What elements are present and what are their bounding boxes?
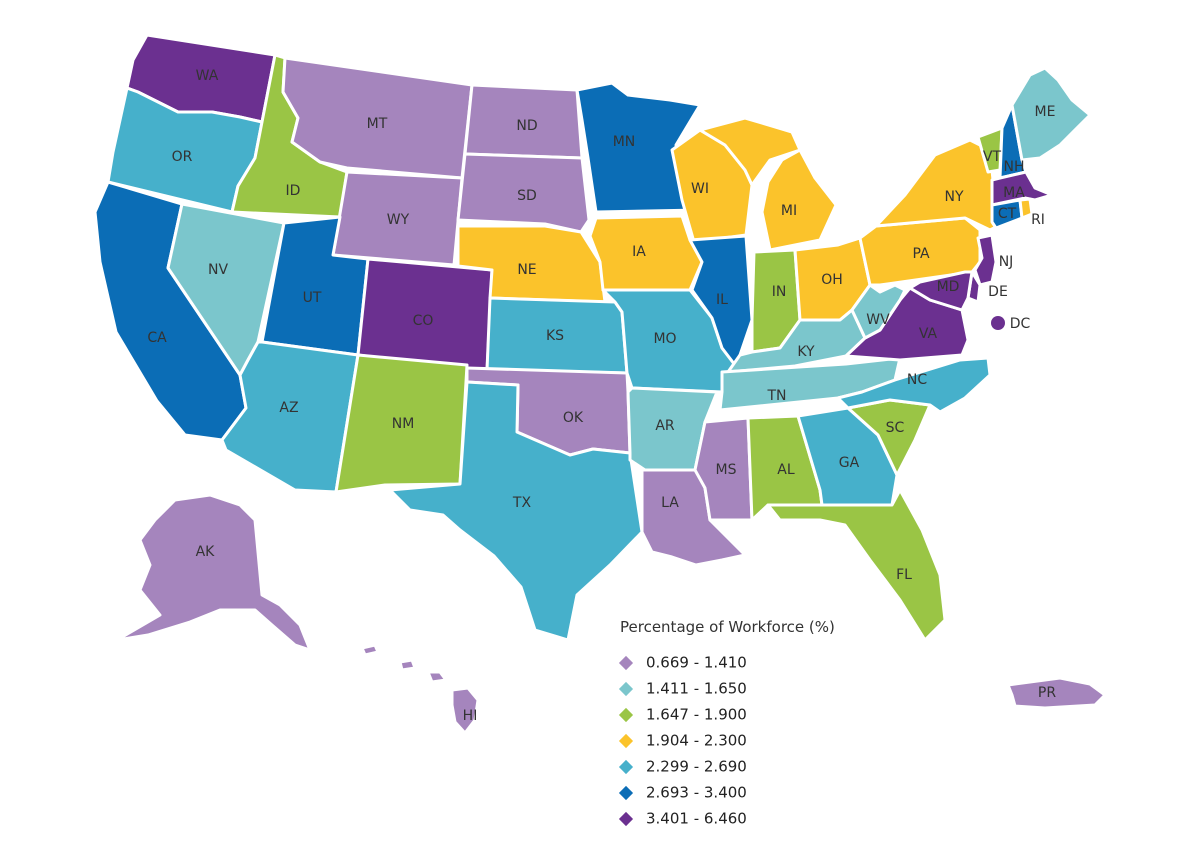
state-label-ut: UT [303,290,322,306]
state-label-mi: MI [781,203,797,219]
state-il[interactable] [688,234,754,367]
legend-label: 0.669 - 1.410 [646,654,747,672]
state-label-sd: SD [517,188,537,204]
state-label-ar: AR [655,418,675,434]
legend: Percentage of Workforce (%) 0.669 - 1.41… [618,618,835,828]
state-label-or: OR [172,149,193,165]
state-label-tx: TX [512,495,532,511]
legend-swatch [618,655,634,671]
state-nm[interactable] [334,353,469,494]
state-label-wv: WV [866,312,890,328]
state-label-md: MD [937,279,960,295]
legend-swatch [618,733,634,749]
legend-item: 0.669 - 1.410 [618,654,747,672]
state-label-mt: MT [367,116,388,132]
state-label-in: IN [772,284,787,300]
state-label-ct: CT [998,206,1017,222]
state-label-nc: NC [907,372,927,388]
state-label-va: VA [919,326,938,342]
state-label-ne: NE [517,262,536,278]
state-label-dc: DC [1010,316,1031,332]
state-label-de: DE [988,284,1008,300]
state-label-ms: MS [716,462,737,478]
state-mi[interactable] [698,116,838,252]
state-tx[interactable] [388,380,644,642]
state-label-nj: NJ [999,254,1014,270]
state-ia[interactable] [588,214,704,292]
state-label-ky: KY [797,344,815,360]
state-label-mn: MN [613,134,636,150]
state-label-vt: VT [983,149,1002,165]
state-label-mo: MO [653,331,676,347]
state-label-ks: KS [546,328,564,344]
state-label-nm: NM [392,416,415,432]
state-label-wi: WI [691,181,709,197]
state-label-pa: PA [912,246,930,262]
legend-title: Percentage of Workforce (%) [620,618,835,636]
state-label-ak: AK [196,544,216,560]
state-label-nd: ND [516,118,537,134]
state-label-az: AZ [279,400,298,416]
state-hi[interactable] [360,643,480,735]
legend-swatch [618,785,634,801]
state-label-ok: OK [563,410,584,426]
state-nj[interactable] [973,233,998,287]
state-dc[interactable] [991,316,1005,330]
state-label-il: IL [716,292,728,308]
state-label-id: ID [286,183,301,199]
state-label-ny: NY [944,189,963,205]
state-label-al: AL [777,462,795,478]
state-md[interactable] [903,270,974,312]
state-ak[interactable] [115,493,312,652]
state-nh[interactable] [998,103,1028,180]
legend-label: 1.647 - 1.900 [646,706,747,724]
legend-swatch [618,811,634,827]
legend-item: 3.401 - 6.460 [618,810,747,828]
state-label-wy: WY [387,212,410,228]
state-label-sc: SC [886,420,905,436]
legend-label: 2.693 - 3.400 [646,784,747,802]
state-label-wa: WA [196,68,219,84]
state-label-tn: TN [766,388,786,404]
state-label-ca: CA [147,330,167,346]
state-label-oh: OH [821,272,843,288]
legend-label: 3.401 - 6.460 [646,810,747,828]
state-label-nh: NH [1004,159,1025,175]
state-fl[interactable] [766,488,947,642]
legend-item: 1.647 - 1.900 [618,706,747,724]
state-ri[interactable] [1018,197,1034,220]
state-pr[interactable] [1006,676,1107,710]
state-label-ga: GA [839,455,860,471]
state-label-ia: IA [632,244,646,260]
state-label-me: ME [1035,104,1056,120]
legend-swatch [618,707,634,723]
legend-item: 2.693 - 3.400 [618,784,747,802]
legend-item: 1.411 - 1.650 [618,680,747,698]
state-label-co: CO [413,313,434,329]
legend-label: 1.904 - 2.300 [646,732,747,750]
state-nc[interactable] [836,356,992,414]
state-me[interactable] [1010,66,1092,162]
legend-swatch [618,759,634,775]
state-ct[interactable] [990,198,1024,230]
state-label-la: LA [661,495,679,511]
legend-item: 1.904 - 2.300 [618,732,747,750]
state-label-nv: NV [208,262,228,278]
legend-swatch [618,681,634,697]
state-labels-layer: WA OR CA ID NV MT WY UT AZ CO NM ND SD NE KS OK TX MN IA MO… [147,68,1056,724]
state-label-fl: FL [896,567,912,583]
state-ny[interactable] [874,138,1002,232]
state-label-hi: HI [463,708,478,724]
legend-item: 2.299 - 2.690 [618,758,747,776]
legend-label: 2.299 - 2.690 [646,758,747,776]
state-label-ma: MA [1003,185,1025,201]
state-label-pr: PR [1038,685,1056,701]
states-layer [93,33,1107,735]
state-label-ri: RI [1031,212,1045,228]
legend-label: 1.411 - 1.650 [646,680,747,698]
